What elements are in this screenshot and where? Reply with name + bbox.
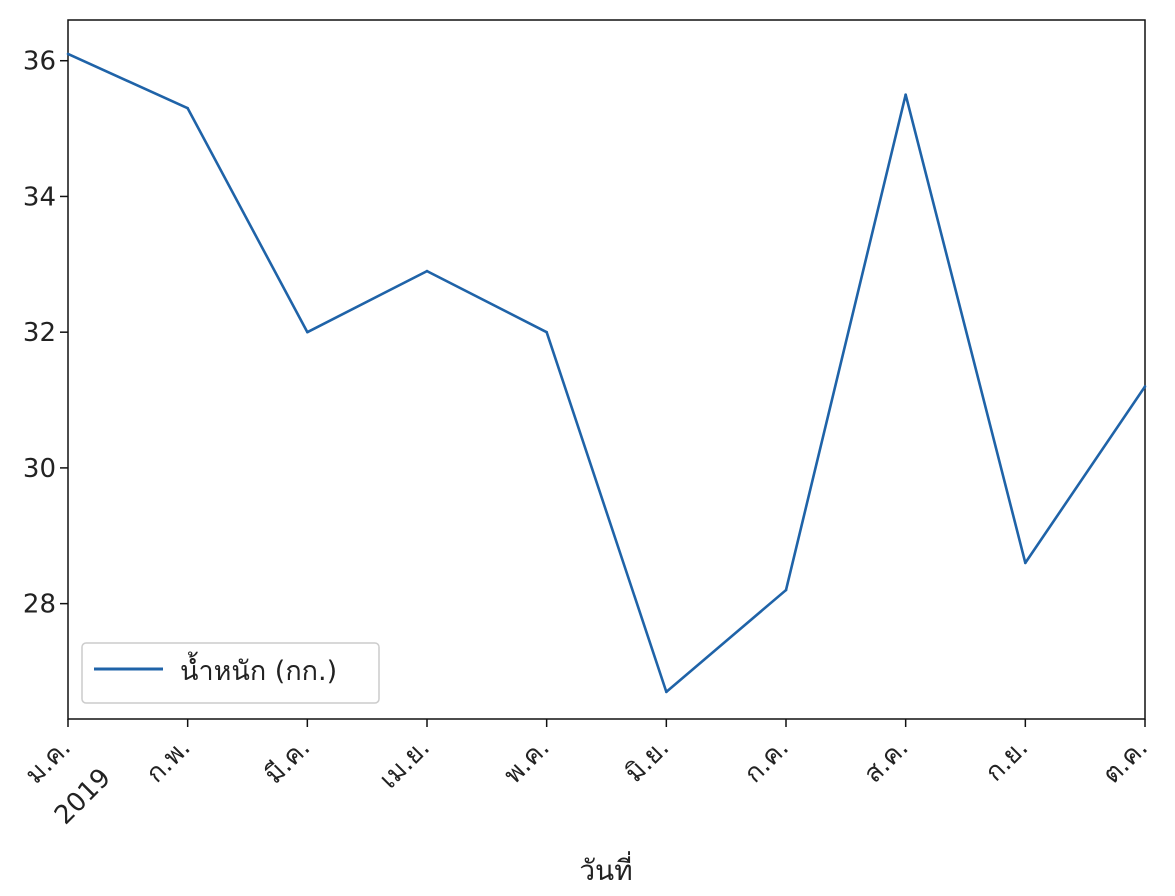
- data-point: [665, 690, 668, 694]
- y-axis: 28 30 32 34 36: [23, 47, 68, 620]
- y-tick-label: 30: [23, 454, 56, 484]
- x-tick-label: มิ.ย.: [619, 733, 675, 789]
- data-point: [66, 52, 70, 56]
- x-tick-label: พ.ค.: [498, 733, 555, 790]
- x-tick-label: ก.ค.: [739, 733, 795, 789]
- x-tick-label: ม.ค.: [20, 733, 77, 790]
- x-axis-label: วันที่: [579, 851, 632, 887]
- x-tick-label: ส.ค.: [858, 733, 914, 789]
- data-point: [904, 93, 907, 96]
- series-layer: [66, 52, 1147, 694]
- x-tick-label: มี.ค.: [259, 733, 316, 790]
- y-tick-label: 28: [23, 590, 56, 620]
- y-tick-label: 34: [23, 182, 56, 212]
- x-tick-label: ต.ค.: [1097, 733, 1154, 790]
- plot-area: [67, 19, 1146, 720]
- legend-box: [81, 642, 380, 704]
- x-tick-label: ก.ย.: [979, 733, 1034, 788]
- x-axis: ม.ค. ก.พ. มี.ค. เม.ย. พ.ค. มิ.ย. ก.ค. ส.ค. ก.ย. ต…: [20, 719, 1154, 831]
- x-tick-label: ก.พ.: [140, 733, 196, 789]
- y-tick-label: 32: [23, 318, 56, 348]
- data-point: [545, 330, 548, 334]
- data-point: [1143, 385, 1147, 388]
- series-line: [67, 52, 1147, 694]
- x-year-label: 2019: [49, 763, 117, 831]
- data-point: [306, 330, 309, 334]
- data-point: [784, 588, 788, 592]
- x-tick-label: เม.ย.: [374, 733, 436, 795]
- data-point: [1024, 561, 1027, 565]
- data-point: [425, 269, 429, 273]
- data-point: [186, 106, 189, 110]
- legend: น้ำหนัก (กก.): [81, 642, 380, 704]
- legend-label: น้ำหนัก (กก.): [180, 651, 337, 687]
- y-tick-label: 36: [23, 47, 56, 77]
